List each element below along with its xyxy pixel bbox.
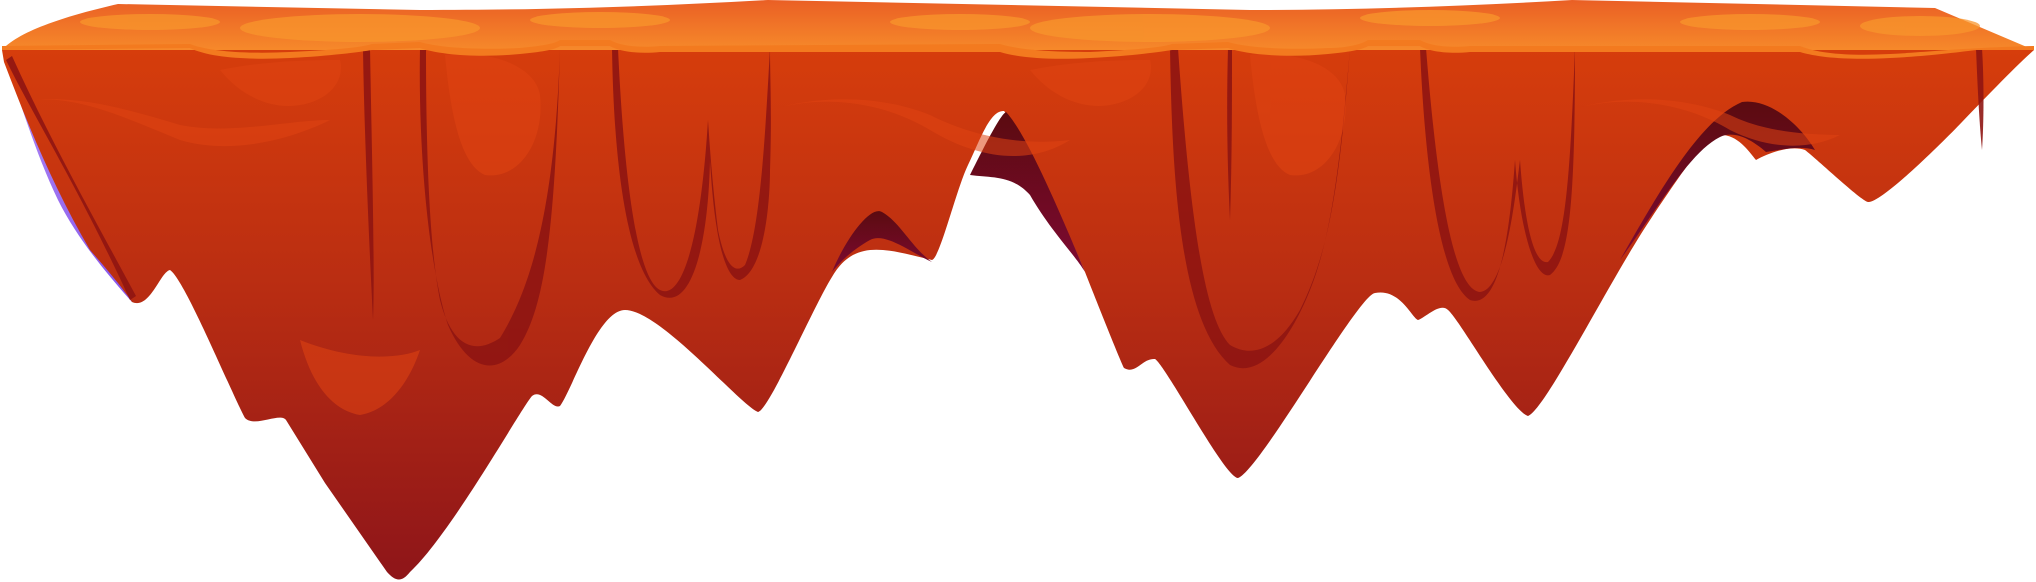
top-surface-highlights — [80, 10, 1980, 42]
lava-body — [2, 50, 2034, 580]
top-rim — [2, 40, 2034, 59]
drip-shadows — [6, 48, 1984, 369]
cavity-left — [832, 211, 932, 272]
highlight-blobs — [30, 54, 1840, 415]
